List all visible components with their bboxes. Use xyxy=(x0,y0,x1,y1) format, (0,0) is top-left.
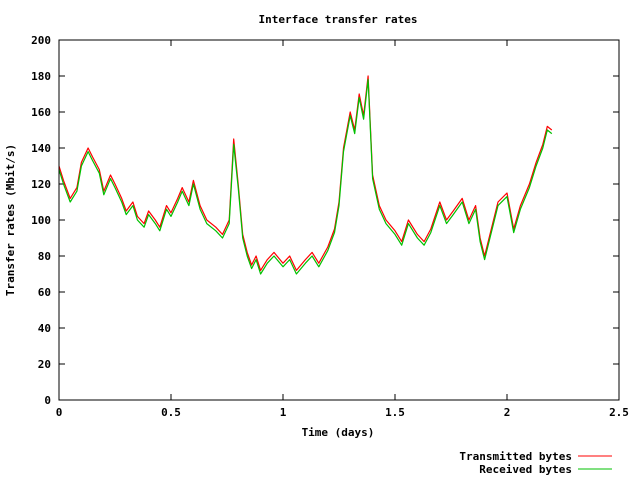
x-tick-label: 0 xyxy=(56,406,63,419)
y-tick-label: 200 xyxy=(31,34,51,47)
y-tick-label: 140 xyxy=(31,142,51,155)
x-tick-label: 1 xyxy=(280,406,287,419)
x-tick-label: 2 xyxy=(504,406,511,419)
y-tick-label: 40 xyxy=(38,322,51,335)
y-tick-label: 120 xyxy=(31,178,51,191)
y-axis-label: Transfer rates (Mbit/s) xyxy=(4,144,17,296)
legend: Transmitted bytes Received bytes xyxy=(459,450,612,476)
y-tick-label: 0 xyxy=(44,394,51,407)
y-tick-label: 80 xyxy=(38,250,51,263)
legend-label-transmitted: Transmitted bytes xyxy=(459,450,572,463)
y-tick-label: 20 xyxy=(38,358,51,371)
x-tick-label: 0.5 xyxy=(161,406,181,419)
x-tick-label: 2.5 xyxy=(609,406,629,419)
y-tick-label: 60 xyxy=(38,286,51,299)
y-tick-label: 100 xyxy=(31,214,51,227)
y-tick-label: 160 xyxy=(31,106,51,119)
legend-label-received: Received bytes xyxy=(479,463,572,476)
plot-frame xyxy=(58,39,620,401)
series-line-transmitted xyxy=(58,75,553,271)
x-tick-label: 1.5 xyxy=(385,406,405,419)
series-layer xyxy=(58,75,553,275)
ticks-layer: 0 20 40 60 80 100 120 140 160 180 200 0 0.5 1 1.5 2 2.5 xyxy=(31,34,629,419)
series-line-received xyxy=(58,78,553,275)
x-axis-label: Time (days) xyxy=(302,426,375,439)
y-tick-label: 180 xyxy=(31,70,51,83)
chart-title: Interface transfer rates xyxy=(259,13,418,26)
